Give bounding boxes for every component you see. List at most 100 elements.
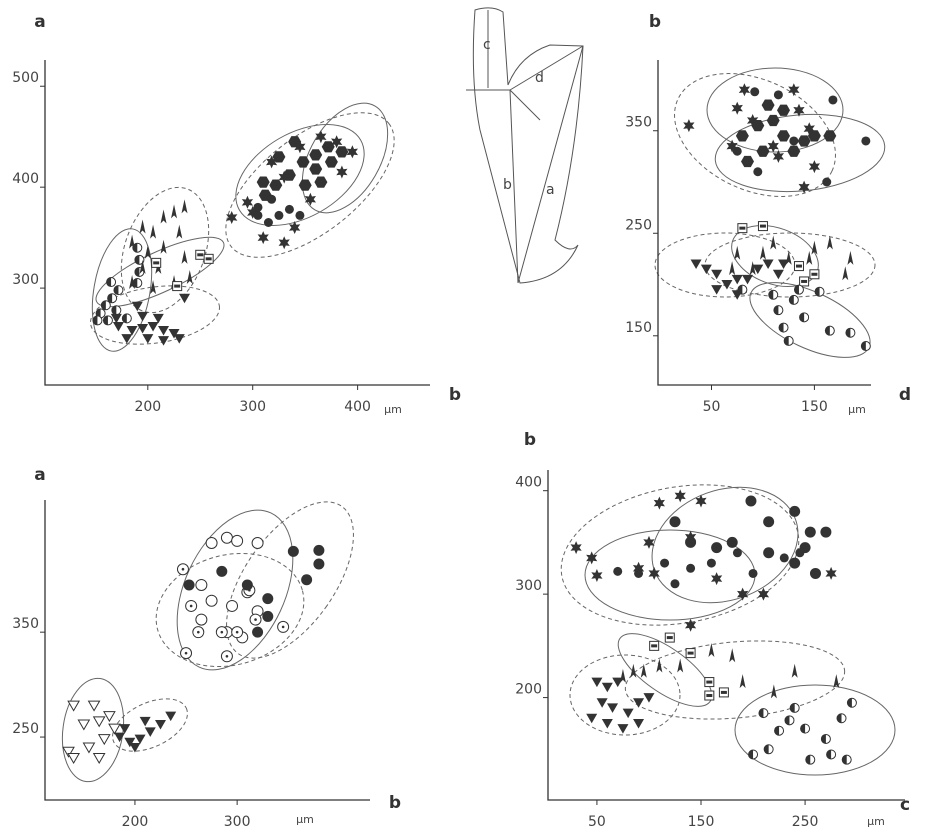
point (758, 708, 769, 719)
marker-part (220, 630, 224, 634)
point (770, 235, 777, 250)
point (759, 245, 766, 260)
point (762, 259, 774, 270)
point (704, 690, 715, 701)
point (132, 242, 143, 253)
outline (112, 698, 188, 752)
marker-part (168, 329, 180, 339)
point (842, 266, 849, 281)
point (823, 130, 837, 142)
marker-part (828, 95, 838, 105)
marker-part (772, 149, 784, 163)
point (640, 663, 647, 678)
point (674, 489, 686, 503)
marker-part (612, 677, 624, 688)
point (607, 703, 619, 713)
point (612, 677, 624, 688)
marker-part (165, 711, 177, 722)
marker-part (67, 753, 80, 765)
marker-part (176, 224, 183, 239)
marker-part (129, 743, 141, 753)
point (195, 578, 208, 591)
marker-part (144, 244, 151, 259)
marker-part (154, 719, 166, 730)
point (591, 677, 603, 688)
point (158, 336, 170, 346)
marker-part (753, 167, 763, 177)
point (87, 700, 101, 712)
point (752, 264, 764, 275)
point (711, 285, 723, 295)
marker-part (793, 103, 805, 117)
y-tick-label: 400 (12, 171, 39, 187)
point (591, 569, 603, 582)
point (795, 548, 805, 558)
point (664, 632, 675, 643)
marker-part (121, 334, 133, 344)
marker-part (92, 753, 106, 765)
marker-part (847, 698, 852, 708)
marker-part (748, 568, 758, 578)
point (331, 135, 343, 149)
marker-part (301, 574, 313, 586)
point (789, 136, 799, 146)
marker-part (770, 684, 777, 699)
point (154, 719, 166, 730)
point (108, 723, 121, 735)
diagram-label: c (483, 37, 491, 53)
point (763, 547, 775, 559)
point (739, 674, 746, 689)
group-outlines (61, 67, 896, 783)
point (726, 536, 738, 548)
marker-part (122, 313, 127, 323)
marker-part (763, 516, 775, 528)
outline (624, 640, 846, 720)
marker-part (113, 285, 119, 295)
marker-part (253, 202, 263, 212)
x-axis-label: b (389, 793, 401, 813)
marker-part (826, 235, 833, 250)
marker-part (643, 535, 655, 549)
point (142, 334, 154, 344)
marker-part (253, 210, 263, 220)
diagram-label: a (546, 182, 555, 198)
point (718, 687, 729, 698)
marker-part (759, 224, 766, 228)
point (772, 269, 784, 280)
point (814, 286, 825, 297)
marker-part (842, 266, 849, 281)
marker-part (181, 199, 188, 214)
marker-part (622, 708, 634, 719)
marker-part (124, 737, 136, 748)
marker-part (114, 732, 126, 743)
point (789, 702, 800, 713)
point (772, 149, 784, 163)
point (726, 139, 738, 153)
point (173, 334, 185, 344)
marker-part (62, 746, 75, 758)
marker-part (139, 259, 146, 274)
point (669, 516, 681, 528)
diagram-label: d (535, 70, 544, 86)
marker-part (321, 141, 335, 153)
point (111, 305, 122, 316)
point (314, 176, 328, 188)
marker-part (324, 156, 338, 168)
point (841, 754, 852, 765)
y-axis-label: a (34, 465, 45, 485)
point (67, 700, 80, 712)
marker-part (144, 727, 156, 737)
point (806, 250, 813, 265)
marker-part (790, 703, 795, 713)
marker-part (729, 261, 736, 276)
marker-part (601, 718, 613, 729)
marker-part (789, 295, 794, 305)
point (643, 693, 655, 703)
marker-part (619, 668, 626, 683)
marker-part (309, 149, 323, 161)
x-tick-label: 300 (224, 814, 251, 830)
axis (44, 500, 370, 801)
point (613, 566, 623, 576)
point (820, 526, 832, 538)
